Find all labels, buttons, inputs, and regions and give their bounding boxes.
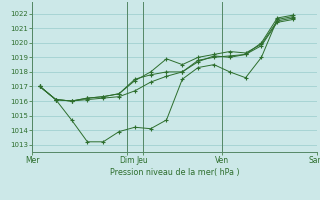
X-axis label: Pression niveau de la mer( hPa ): Pression niveau de la mer( hPa ) [109,168,239,177]
